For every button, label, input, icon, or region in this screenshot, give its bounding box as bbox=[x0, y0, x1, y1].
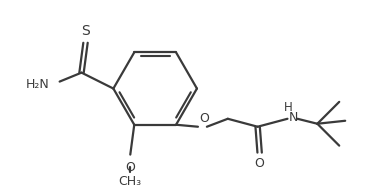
Text: N: N bbox=[288, 111, 298, 124]
Text: CH₃: CH₃ bbox=[119, 175, 142, 189]
Text: O: O bbox=[255, 157, 264, 170]
Text: O: O bbox=[125, 161, 135, 174]
Text: O: O bbox=[199, 112, 209, 125]
Text: H: H bbox=[284, 101, 293, 114]
Text: S: S bbox=[81, 24, 90, 38]
Text: H₂N: H₂N bbox=[26, 78, 50, 91]
